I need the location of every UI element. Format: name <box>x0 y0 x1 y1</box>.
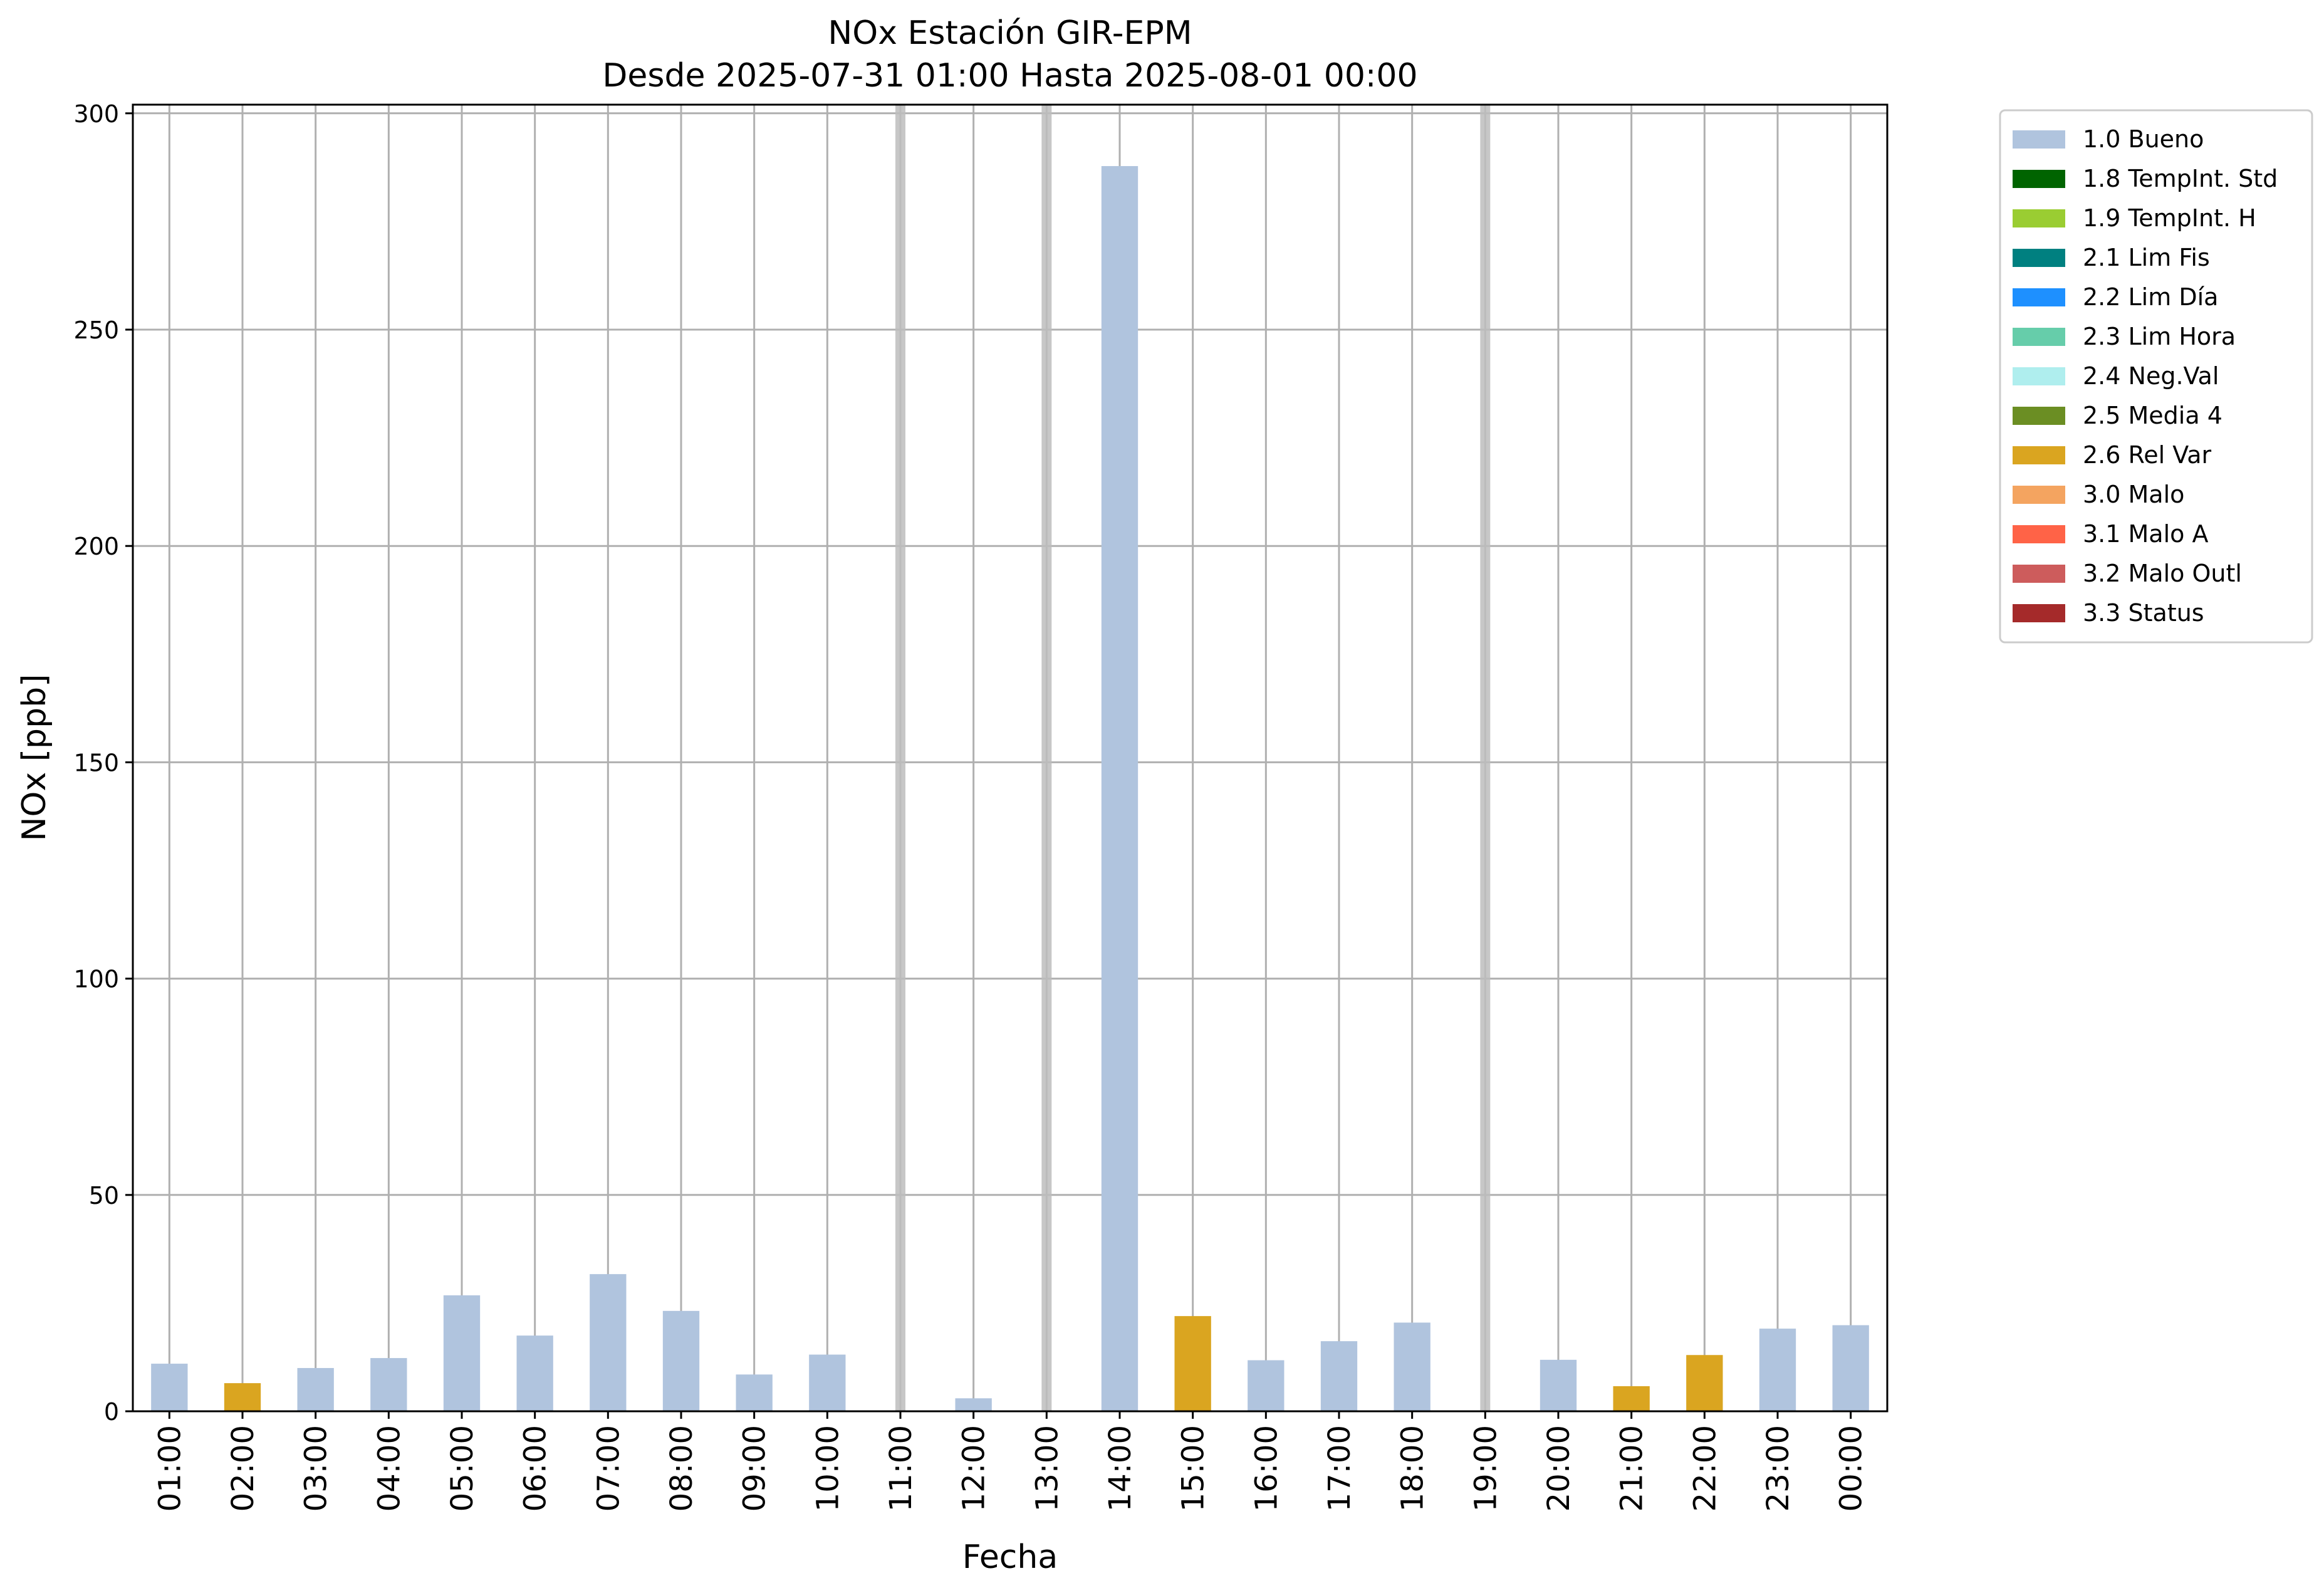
bar <box>1613 1386 1650 1411</box>
legend-label: 3.0 Malo <box>2083 481 2184 508</box>
legend-label: 2.6 Rel Var <box>2083 441 2212 469</box>
legend-box <box>1999 109 2313 644</box>
bar <box>224 1383 261 1411</box>
legend-label: 2.1 Lim Fis <box>2083 244 2210 271</box>
plot-frame <box>132 103 1889 1413</box>
legend-swatch <box>2013 209 2065 227</box>
grid <box>133 105 1887 1413</box>
legend-swatch <box>2013 407 2065 425</box>
x-tick-label: 03:00 <box>299 1425 334 1512</box>
legend-swatch <box>2013 288 2065 306</box>
bar <box>1248 1360 1284 1411</box>
legend-swatch <box>2013 367 2065 385</box>
legend-label: 1.8 TempInt. Std <box>2083 165 2278 192</box>
bar <box>151 1364 188 1411</box>
x-axis-ticks: 01:00 02:00 03:00 04:00 05:00 06:00 07:00 08:00… <box>152 1411 1869 1512</box>
x-tick-label: 12:00 <box>957 1425 992 1512</box>
legend-label: 2.5 Media 4 <box>2083 402 2222 429</box>
bar <box>443 1295 481 1411</box>
x-tick-label: 16:00 <box>1249 1425 1284 1512</box>
y-tick-label: 0 <box>104 1398 119 1426</box>
x-tick-label: 06:00 <box>518 1425 553 1512</box>
legend-swatch <box>2013 328 2065 346</box>
legend-swatch <box>2013 249 2065 267</box>
chart-title: NOx Estación GIR-EPM <box>828 14 1192 52</box>
legend-swatch <box>2013 486 2065 504</box>
legend: 1.0 Bueno 1.8 TempInt. Std 1.9 TempInt. H 2… <box>1999 109 2313 644</box>
bar <box>1686 1355 1723 1411</box>
bar <box>297 1367 334 1411</box>
legend-swatch <box>2013 604 2065 622</box>
missing-markers <box>895 105 1491 1411</box>
bar <box>662 1310 700 1411</box>
legend-label: 3.2 Malo Outl <box>2083 560 2242 587</box>
x-axis-label: Fecha <box>962 1538 1058 1576</box>
x-tick-label: 01:00 <box>152 1425 187 1512</box>
x-tick-label: 10:00 <box>810 1425 845 1512</box>
bar <box>370 1358 407 1411</box>
legend-swatch <box>2013 130 2065 149</box>
legend-swatch <box>2013 525 2065 543</box>
x-tick-label: 23:00 <box>1761 1425 1796 1512</box>
x-tick-label: 09:00 <box>737 1425 773 1512</box>
missing-data-marker <box>895 105 905 1411</box>
x-tick-label: 20:00 <box>1541 1425 1576 1512</box>
x-tick-label: 07:00 <box>591 1425 626 1512</box>
legend-label: 2.4 Neg.Val <box>2083 362 2219 390</box>
x-tick-label: 22:00 <box>1687 1425 1722 1512</box>
bar <box>1394 1322 1430 1411</box>
x-tick-label: 17:00 <box>1322 1425 1357 1512</box>
missing-data-marker <box>1041 105 1052 1411</box>
legend-label: 2.2 Lim Día <box>2083 283 2218 311</box>
y-tick-label: 150 <box>73 749 119 776</box>
bar <box>955 1398 992 1411</box>
y-axis-label: NOx [ppb] <box>16 674 53 842</box>
bar <box>516 1335 553 1411</box>
bar <box>1174 1316 1211 1411</box>
legend-label: 3.3 Status <box>2083 599 2204 627</box>
legend-swatch <box>2013 565 2065 583</box>
bar <box>1540 1359 1577 1411</box>
legend-swatch <box>2013 170 2065 188</box>
legend-label: 2.3 Lim Hora <box>2083 323 2236 350</box>
y-tick-label: 250 <box>73 316 119 344</box>
x-tick-label: 15:00 <box>1176 1425 1211 1512</box>
y-tick-label: 200 <box>73 533 119 560</box>
legend-label: 1.0 Bueno <box>2083 125 2204 153</box>
chart-subtitle: Desde 2025-07-31 01:00 Hasta 2025-08-01 … <box>602 57 1417 95</box>
bars <box>151 166 1869 1412</box>
bar <box>1759 1329 1796 1411</box>
bar <box>1832 1325 1869 1411</box>
bar <box>1101 166 1139 1412</box>
x-tick-label: 02:00 <box>226 1425 261 1512</box>
bar <box>809 1354 846 1411</box>
missing-data-marker <box>1480 105 1491 1411</box>
y-axis-ticks: 0 50 100 150 200 250 300 <box>73 100 133 1426</box>
bar <box>736 1374 773 1411</box>
x-tick-label: 05:00 <box>445 1425 480 1512</box>
legend-label: 1.9 TempInt. H <box>2083 204 2256 232</box>
x-tick-label: 08:00 <box>664 1425 699 1512</box>
x-tick-label: 11:00 <box>883 1425 919 1512</box>
x-tick-label: 04:00 <box>372 1425 407 1512</box>
y-tick-label: 300 <box>73 100 119 128</box>
x-tick-label: 14:00 <box>1103 1425 1138 1512</box>
x-tick-label: 13:00 <box>1029 1425 1065 1512</box>
x-tick-label: 21:00 <box>1615 1425 1650 1512</box>
x-tick-label: 19:00 <box>1468 1425 1503 1512</box>
x-tick-label: 18:00 <box>1395 1425 1430 1512</box>
bar <box>1320 1341 1358 1411</box>
x-tick-label: 00:00 <box>1834 1425 1869 1512</box>
legend-swatch <box>2013 446 2065 464</box>
bar <box>590 1274 627 1411</box>
y-tick-label: 50 <box>89 1182 119 1209</box>
legend-label: 3.1 Malo A <box>2083 520 2208 548</box>
y-tick-label: 100 <box>73 966 119 993</box>
